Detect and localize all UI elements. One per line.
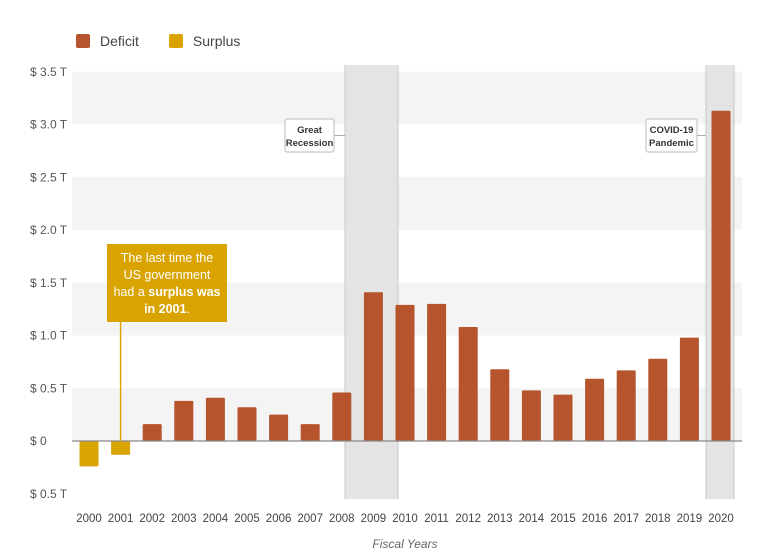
bar-deficit-2005 [237, 407, 257, 441]
callout-line-3b: surplus was [148, 285, 221, 299]
bar-deficit-2014 [521, 390, 541, 441]
callout-line-1: The last time the [120, 251, 214, 265]
bar-deficit-2017 [616, 370, 636, 441]
callout-line-4: in 2001. [111, 301, 223, 318]
bar-deficit-2004 [205, 397, 225, 441]
bar-deficit-2016 [585, 378, 605, 441]
x-tick-label: 2000 [76, 513, 102, 525]
callout-line-4c: . [186, 302, 190, 316]
bar-surplus-2001 [111, 441, 131, 455]
y-tick-label: $ 1.0 T [30, 329, 68, 343]
bar-deficit-2019 [679, 337, 699, 441]
x-tick-label: 2008 [329, 513, 355, 525]
x-tick-label: 2003 [171, 513, 197, 525]
legend-item-surplus: Surplus [168, 33, 241, 49]
callout-line-3: had a surplus was [111, 284, 223, 301]
bar-deficit-2015 [553, 394, 573, 441]
callout-line-3a: had a [113, 285, 149, 299]
x-tick-label: 2016 [582, 513, 608, 525]
annotation-label-line-2: Recession [286, 138, 334, 149]
annotation-label-line-1: Great [297, 125, 323, 136]
x-tick-label: 2019 [677, 513, 703, 525]
x-axis-label: Fiscal Years [372, 537, 437, 551]
surplus-swatch [168, 34, 183, 48]
x-tick-label: 2012 [455, 513, 481, 525]
x-tick-label: 2015 [550, 513, 576, 525]
x-tick-label: 2004 [203, 513, 229, 525]
bar-deficit-2008 [332, 392, 352, 441]
x-tick-label: 2007 [297, 513, 323, 525]
x-tick-label: 2020 [708, 513, 734, 525]
grid-stripe [72, 177, 742, 230]
bar-deficit-2006 [269, 414, 289, 441]
bar-deficit-2013 [490, 369, 510, 441]
bar-deficit-2007 [300, 424, 320, 441]
legend-deficit-label: Deficit [100, 33, 139, 49]
x-tick-label: 2002 [139, 513, 165, 525]
bar-deficit-2018 [648, 358, 668, 441]
y-tick-label: $ 0.5 T [30, 487, 68, 501]
callout-line-2: US government [123, 268, 211, 282]
x-tick-label: 2013 [487, 513, 513, 525]
surplus-callout: The last time the US government had a su… [107, 244, 227, 322]
annotation-label-line-1: COVID-19 [650, 125, 694, 136]
y-tick-label: $ 3.5 T [30, 65, 68, 79]
y-tick-label: $ 3.0 T [30, 118, 68, 132]
legend: Deficit Surplus [76, 33, 240, 49]
x-tick-label: 2005 [234, 513, 260, 525]
y-tick-label: $ 0.5 T [30, 381, 68, 395]
bar-deficit-2010 [395, 304, 415, 441]
x-tick-label: 2010 [392, 513, 418, 525]
bar-deficit-2009 [363, 292, 383, 441]
annotation-label-box [645, 118, 698, 153]
y-tick-label: $ 2.0 T [30, 223, 68, 237]
bar-deficit-2012 [458, 327, 478, 441]
legend-item-deficit: Deficit [76, 33, 139, 49]
deficit-swatch [76, 34, 90, 48]
x-tick-label: 2001 [108, 513, 134, 525]
bar-deficit-2002 [142, 424, 162, 441]
bar-deficit-2003 [174, 400, 194, 441]
annotation-label-line-2: Pandemic [649, 138, 694, 149]
bar-deficit-2011 [427, 303, 447, 441]
x-tick-label: 2014 [519, 513, 545, 525]
legend-surplus-label: Surplus [192, 33, 241, 49]
y-tick-label: $ 1.5 T [30, 276, 68, 290]
x-tick-label: 2009 [361, 513, 387, 525]
y-tick-label: $ 2.5 T [30, 170, 68, 184]
x-tick-label: 2006 [266, 513, 292, 525]
callout-line-4b: in 2001 [144, 302, 187, 316]
x-tick-label: 2017 [613, 513, 639, 525]
annotation-label-box [284, 118, 335, 153]
x-tick-label: 2018 [645, 513, 671, 525]
bar-surplus-2000 [79, 441, 99, 467]
y-tick-label: $ 0 [30, 434, 47, 448]
grid-stripe [72, 71, 742, 125]
bar-deficit-2020 [711, 110, 731, 441]
x-tick-label: 2011 [424, 513, 449, 525]
